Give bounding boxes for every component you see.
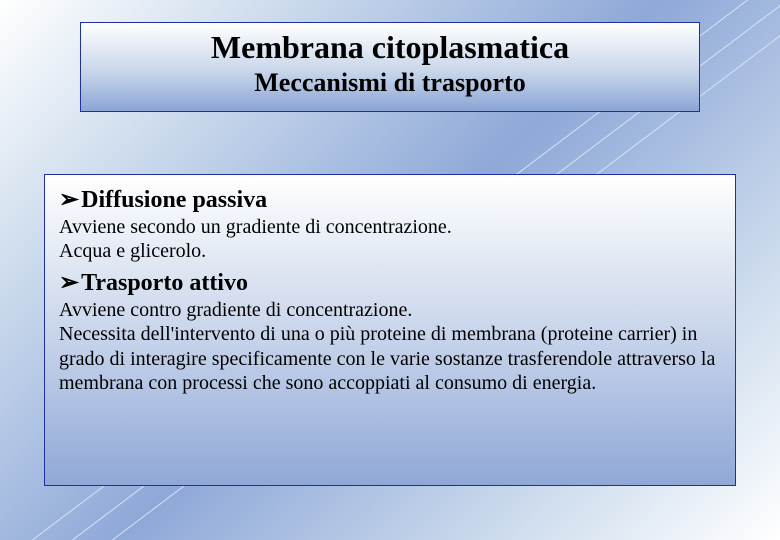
section-heading: ➢Diffusione passiva xyxy=(59,185,721,215)
slide: Membrana citoplasmatica Meccanismi di tr… xyxy=(0,0,780,540)
section-heading-label: Diffusione passiva xyxy=(81,187,267,213)
section-body-line: Acqua e glicerolo. xyxy=(59,239,721,263)
bullet-icon: ➢ xyxy=(59,268,79,298)
slide-title: Membrana citoplasmatica xyxy=(81,27,699,67)
title-box: Membrana citoplasmatica Meccanismi di tr… xyxy=(80,22,700,112)
bullet-icon: ➢ xyxy=(59,185,79,215)
section-body-line: Necessita dell'intervento di una o più p… xyxy=(59,322,721,395)
content-box: ➢Diffusione passiva Avviene secondo un g… xyxy=(44,174,736,486)
section-heading-label: Trasporto attivo xyxy=(81,270,248,296)
section-heading: ➢Trasporto attivo xyxy=(59,268,721,298)
section-body-line: Avviene secondo un gradiente di concentr… xyxy=(59,215,721,239)
slide-subtitle: Meccanismi di trasporto xyxy=(81,67,699,100)
section-body-line: Avviene contro gradiente di concentrazio… xyxy=(59,298,721,322)
